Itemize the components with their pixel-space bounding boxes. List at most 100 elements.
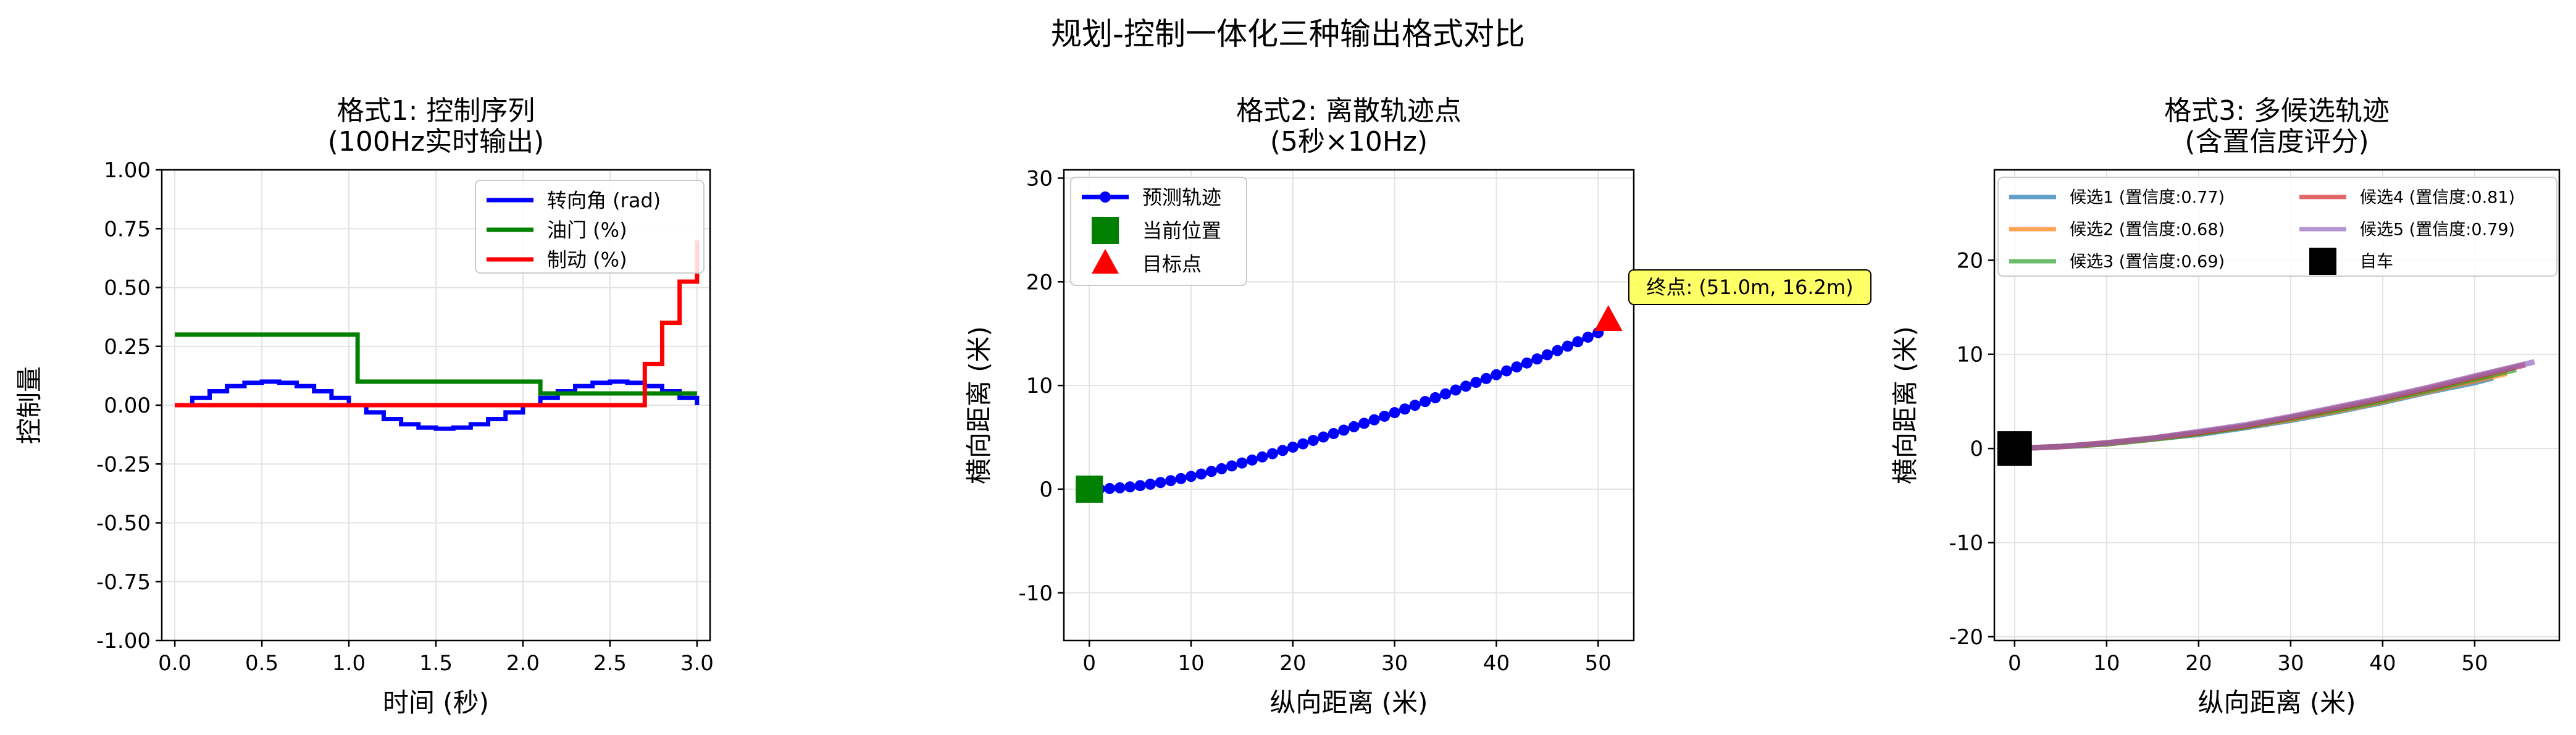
- y-tick-label: 0: [1039, 477, 1053, 502]
- legend-label: 候选3 (置信度:0.69): [2070, 253, 2225, 272]
- legend-swatch: [1092, 217, 1119, 244]
- data-point: [1186, 471, 1197, 482]
- chart-title: 格式3: 多候选轨迹: [2164, 95, 2390, 127]
- data-point: [1481, 372, 1492, 384]
- data-point: [1379, 410, 1390, 422]
- y-tick-label: 0: [1970, 437, 1983, 461]
- series-line: [2014, 359, 2535, 452]
- chart-panel-format2: 格式2: 离散轨迹点(5秒×10Hz) 0 10 20 30 40 50 -10 0 10 20 30…: [964, 95, 1871, 718]
- x-tick-label: 2.0: [506, 651, 540, 676]
- data-point: [1195, 468, 1207, 480]
- y-axis-label: 控制量: [14, 366, 44, 444]
- data-point: [1226, 460, 1237, 472]
- data-point: [1145, 478, 1156, 490]
- chart-panel-format3: 格式3: 多候选轨迹(含置信度评分) 0 10 20 30 40 50 -20 -10 0 10 20…: [1890, 95, 2561, 718]
- data-point: [1287, 441, 1298, 453]
- data-point: [1266, 448, 1278, 460]
- data-point: [1420, 396, 1431, 408]
- legend-item: 候选3 (置信度:0.69): [2009, 253, 2225, 272]
- legend-label: 候选2 (置信度:0.68): [2070, 220, 2225, 240]
- data-point: [1114, 482, 1126, 494]
- legend-label: 候选4 (置信度:0.81): [2360, 188, 2515, 208]
- x-tick-label: 20: [2185, 651, 2212, 676]
- plot-area: [2014, 359, 2535, 452]
- annotation-box: [1628, 269, 1871, 305]
- legend-label: 转向角 (rad): [547, 189, 661, 212]
- figure-suptitle: 规划-控制一体化三种输出格式对比: [1051, 16, 1525, 52]
- legend-label: 油门 (%): [547, 219, 627, 242]
- y-tick-label: 30: [1026, 166, 1053, 191]
- chart-panel-format1: 格式1: 控制序列(100Hz实时输出) 0.0 0.5 1.0 1.5 2.0 2.5 3.…: [14, 95, 714, 718]
- x-axis-label: 时间 (秒): [383, 687, 489, 718]
- data-point: [1307, 435, 1319, 447]
- y-axis-label: 横向距离 (米): [1890, 326, 1920, 484]
- data-point: [1236, 457, 1248, 469]
- x-tick-label: 50: [2461, 651, 2488, 676]
- axes-frame: [1993, 169, 2561, 642]
- legend: 转向角 (rad) 油门 (%) 制动 (%): [475, 180, 705, 274]
- data-point: [1338, 424, 1350, 436]
- data-point: [1124, 481, 1136, 493]
- plot-area: [1084, 327, 1604, 495]
- series-line: [175, 379, 700, 431]
- x-tick-label: 1.5: [419, 651, 453, 676]
- y-tick-label: -10: [1018, 581, 1053, 606]
- legend-label: 预测轨迹: [1142, 186, 1221, 209]
- x-tick-label: 40: [1483, 651, 1510, 676]
- marker-square: [1076, 475, 1103, 503]
- chart-subtitle: (含置信度评分): [2185, 126, 2369, 158]
- data-point: [1500, 365, 1512, 377]
- x-tick-label: 3.0: [680, 651, 714, 676]
- legend-frame: [1997, 177, 2557, 277]
- x-axis-label: 纵向距离 (米): [1269, 687, 1428, 718]
- data-point: [1572, 336, 1584, 348]
- data-point: [1358, 418, 1370, 429]
- data-point: [1277, 445, 1289, 456]
- series-line: [175, 332, 697, 396]
- series-line: [1089, 330, 1599, 492]
- y-axis-label: 横向距离 (米): [964, 326, 994, 484]
- legend-label: 目标点: [1142, 253, 1202, 276]
- series-line: [2014, 362, 2526, 452]
- data-point: [1429, 392, 1441, 403]
- x-tick-label: 30: [2277, 651, 2304, 676]
- legend-item: 目标点: [1092, 249, 1202, 276]
- legend-item: 候选4 (置信度:0.81): [2299, 188, 2515, 208]
- legend-item: 预测轨迹: [1082, 186, 1221, 209]
- plot-area: [175, 240, 700, 431]
- data-point: [1521, 357, 1533, 369]
- data-point: [1348, 421, 1360, 432]
- x-tick-label: 30: [1381, 651, 1408, 676]
- legend-swatch: [2309, 248, 2336, 275]
- data-point: [1541, 349, 1553, 361]
- data-point: [1104, 482, 1116, 494]
- y-tick-label: 20: [1957, 248, 1983, 273]
- data-point: [1582, 331, 1594, 343]
- x-tick-label: 10: [2093, 651, 2120, 676]
- x-tick-label: 0: [2008, 651, 2022, 676]
- y-tick-label: -20: [1949, 625, 1983, 650]
- legend-item: 油门 (%): [487, 219, 627, 242]
- data-point: [1491, 369, 1502, 380]
- chart-title: 格式1: 控制序列: [337, 95, 535, 127]
- y-tick-label: 1.00: [104, 158, 151, 183]
- data-point: [1368, 414, 1380, 426]
- chart-title: 格式2: 离散轨迹点: [1236, 95, 1462, 127]
- legend-label: 候选1 (置信度:0.77): [2070, 188, 2225, 208]
- data-point: [1328, 427, 1339, 439]
- legend-item: 候选1 (置信度:0.77): [2009, 188, 2225, 208]
- data-point: [1134, 480, 1146, 492]
- data-point: [1389, 407, 1400, 419]
- legend-label: 当前位置: [1142, 219, 1221, 243]
- chart-subtitle: (100Hz实时输出): [328, 126, 545, 158]
- y-tick-label: -0.25: [96, 452, 151, 477]
- y-tick-label: -0.50: [96, 511, 151, 536]
- legend-label: 候选5 (置信度:0.79): [2360, 220, 2515, 240]
- data-point: [1562, 340, 1573, 352]
- data-point: [1399, 403, 1411, 415]
- legend-item: 转向角 (rad): [487, 189, 661, 212]
- data-point: [1531, 353, 1543, 365]
- x-tick-label: 1.0: [332, 651, 366, 676]
- legend-item: 候选2 (置信度:0.68): [2009, 220, 2225, 240]
